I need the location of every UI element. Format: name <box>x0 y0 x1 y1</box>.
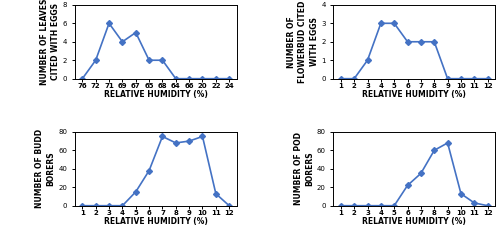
Y-axis label: NUMBER OF BUDD
BORERS: NUMBER OF BUDD BORERS <box>36 129 56 208</box>
X-axis label: RELATIVE HUMIDITY (%): RELATIVE HUMIDITY (%) <box>104 217 208 226</box>
X-axis label: RELATIVE HUMIDITY (%): RELATIVE HUMIDITY (%) <box>362 90 466 99</box>
Y-axis label: NUMBER OF LEAVES
CITED WITH EGGS: NUMBER OF LEAVES CITED WITH EGGS <box>40 0 60 85</box>
X-axis label: RELATIVE HUMIDITY (%): RELATIVE HUMIDITY (%) <box>362 217 466 226</box>
Y-axis label: NUMBER OF
FLOWERBUD CITED
WITH EGGS: NUMBER OF FLOWERBUD CITED WITH EGGS <box>288 0 318 83</box>
Y-axis label: NUMBER OF POD
BORERS: NUMBER OF POD BORERS <box>294 132 314 205</box>
X-axis label: RELATIVE HUMIDITY (%): RELATIVE HUMIDITY (%) <box>104 90 208 99</box>
